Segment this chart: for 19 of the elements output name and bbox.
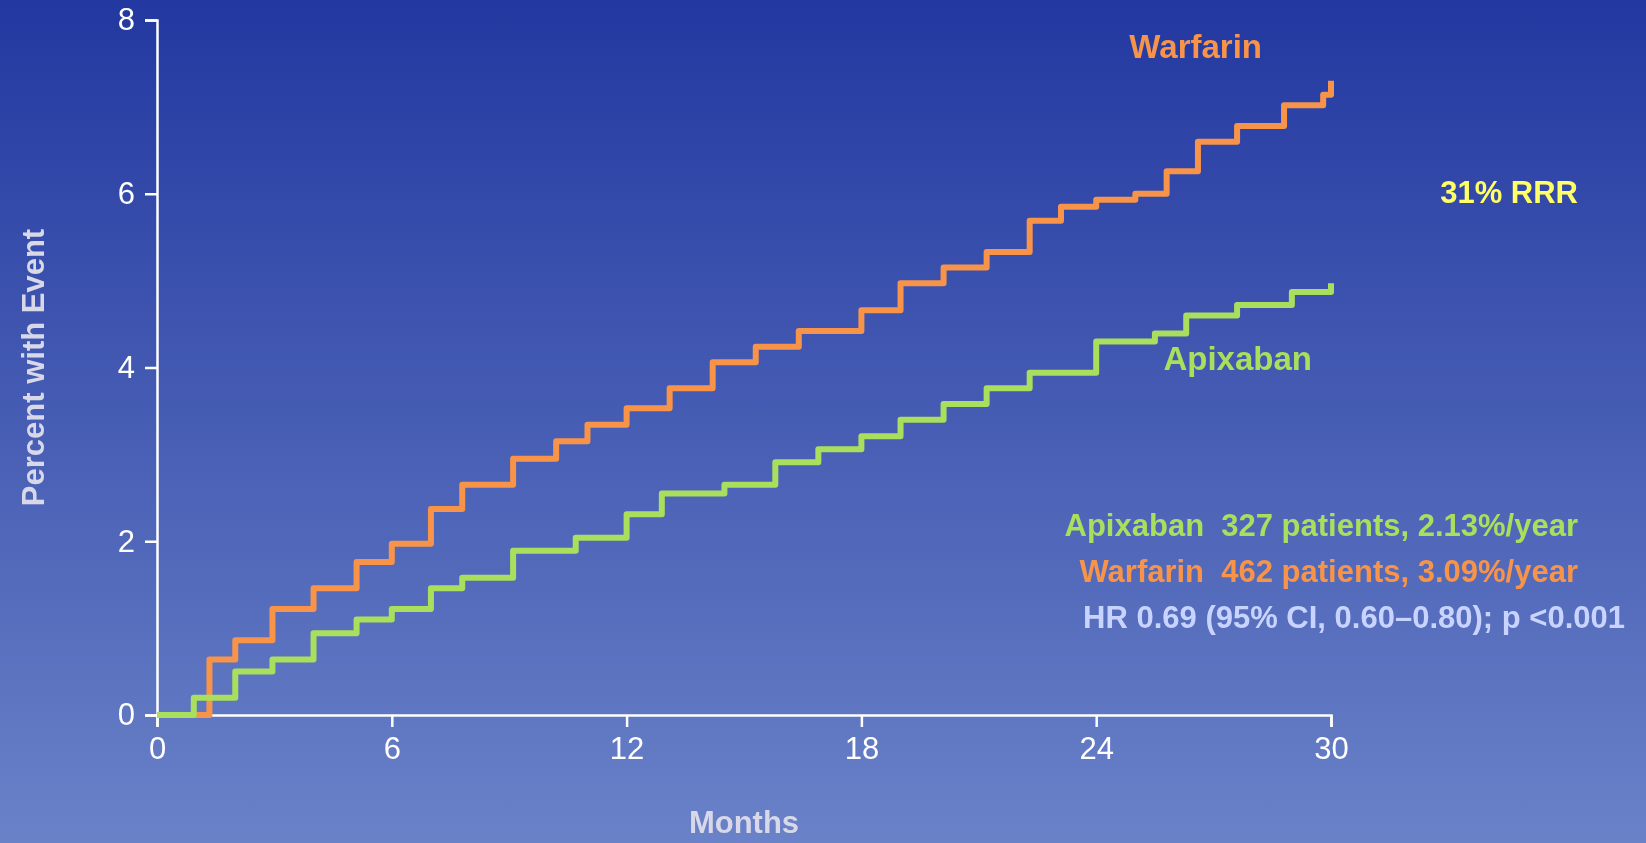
x-tick-label: 12	[609, 731, 645, 767]
text: 31% RRR	[1440, 175, 1578, 210]
y-tick-label: 2	[117, 523, 135, 559]
annotation: HR 0.69 (95% CI, 0.60–0.80); p <0.001	[1083, 600, 1625, 635]
x-tick-label: 6	[383, 731, 401, 767]
y-tick-label: 0	[117, 697, 135, 733]
series-label: Apixaban	[1163, 340, 1312, 377]
annotation: Warfarin 462 patients, 3.09%/year	[1079, 554, 1578, 589]
x-tick-label: 24	[1079, 731, 1114, 767]
annotation: Apixaban 327 patients, 2.13%/year	[1064, 508, 1578, 543]
x-axis-title: Months	[688, 805, 800, 840]
y-axis-title: Percent with Event	[16, 228, 51, 507]
y-tick-label: 6	[117, 176, 135, 212]
y-tick-label: 8	[117, 2, 135, 38]
y-tick-label: 4	[117, 349, 135, 385]
x-tick-label: 0	[148, 731, 167, 767]
x-tick-label: 30	[1314, 731, 1349, 767]
x-tick-label: 18	[844, 731, 880, 767]
series-label: Warfarin	[1129, 28, 1262, 65]
